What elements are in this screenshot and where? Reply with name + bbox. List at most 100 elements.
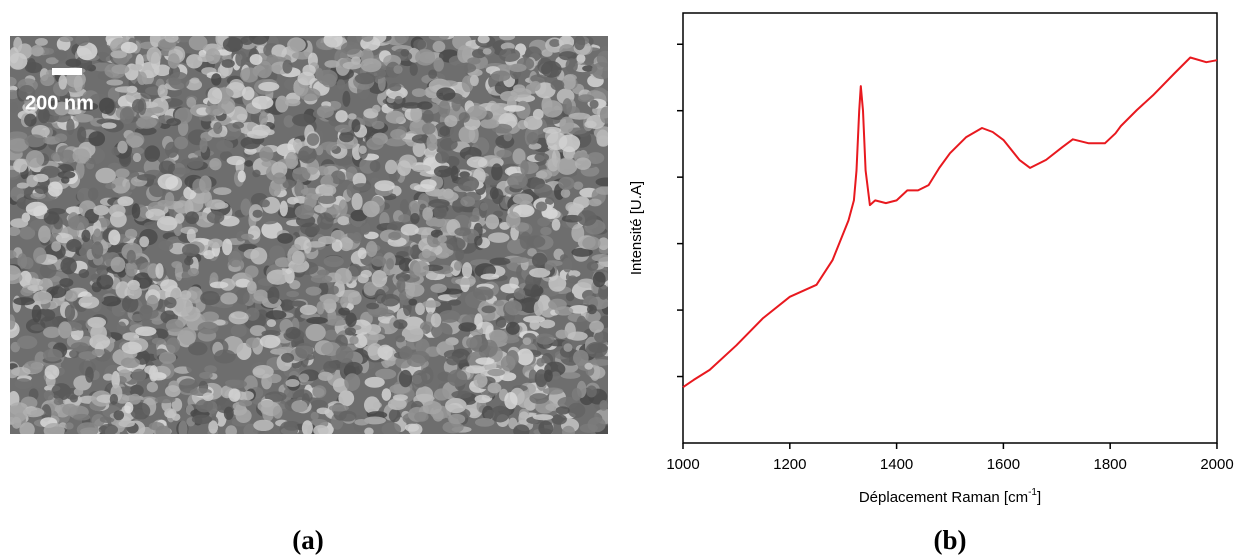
grain: [253, 289, 269, 302]
grain: [409, 63, 418, 76]
grain: [414, 411, 429, 422]
grain: [529, 393, 549, 404]
grain: [319, 293, 340, 304]
grain: [204, 365, 217, 374]
grain: [479, 118, 500, 129]
grain: [394, 36, 409, 44]
grain: [158, 351, 177, 364]
grain: [146, 106, 164, 114]
grain: [335, 345, 354, 363]
grain: [222, 238, 233, 256]
grain: [265, 310, 287, 320]
grain: [124, 261, 138, 277]
grain: [529, 267, 551, 278]
grain: [101, 122, 117, 129]
grain: [255, 60, 273, 79]
grain: [220, 292, 238, 305]
grain: [523, 115, 543, 130]
grain: [487, 232, 510, 243]
grain: [412, 164, 432, 173]
grain: [271, 161, 288, 178]
grain: [551, 218, 561, 231]
grain: [422, 109, 434, 124]
grain: [146, 381, 158, 393]
grain: [388, 408, 401, 423]
grain: [187, 267, 200, 277]
grain: [121, 295, 139, 313]
grain: [475, 357, 495, 365]
grain: [388, 82, 402, 92]
grain: [70, 342, 89, 352]
grain: [181, 306, 201, 322]
grain: [538, 420, 554, 434]
grain: [533, 300, 544, 317]
grain: [174, 213, 185, 224]
grain: [377, 344, 393, 360]
grain: [465, 365, 486, 374]
grain: [60, 257, 77, 275]
grain: [257, 400, 277, 413]
grain: [352, 232, 362, 244]
grain: [506, 211, 521, 228]
grain: [245, 337, 260, 349]
grain: [317, 269, 330, 277]
grain: [512, 148, 526, 165]
grain: [252, 169, 261, 178]
grain: [550, 79, 565, 91]
grain: [264, 391, 287, 402]
grain: [547, 158, 560, 172]
grain: [156, 215, 178, 232]
grain: [573, 181, 584, 190]
grain: [351, 192, 363, 211]
grain: [555, 329, 568, 339]
grain: [405, 283, 425, 297]
grain: [10, 314, 16, 330]
grain: [207, 87, 223, 105]
grain: [432, 40, 446, 53]
grain: [310, 411, 319, 421]
grain: [13, 297, 35, 306]
grain: [439, 126, 450, 137]
grain: [400, 49, 410, 57]
grain: [375, 368, 397, 380]
grain: [90, 324, 107, 342]
grain: [240, 36, 254, 45]
grain: [567, 331, 588, 341]
grain: [505, 321, 520, 335]
grain: [358, 145, 367, 154]
grain: [393, 319, 408, 330]
grain: [274, 257, 292, 268]
grain: [216, 139, 234, 152]
grain: [518, 411, 530, 426]
grain: [203, 250, 216, 260]
grain: [467, 57, 481, 65]
grain: [500, 355, 516, 372]
grain: [232, 121, 245, 129]
grain: [396, 277, 406, 293]
grain: [47, 181, 63, 197]
grain: [279, 420, 299, 434]
grain: [563, 343, 573, 352]
grain: [240, 136, 261, 150]
grain: [205, 48, 221, 65]
grain: [595, 177, 608, 187]
grain: [33, 247, 47, 264]
grain: [203, 191, 213, 208]
grain: [30, 192, 46, 200]
grain: [325, 318, 348, 326]
grain: [131, 99, 145, 113]
grain: [522, 337, 532, 345]
grain: [361, 36, 374, 42]
grain: [77, 126, 87, 143]
grain: [235, 278, 251, 288]
grain: [57, 170, 76, 179]
grain: [213, 349, 236, 364]
grain: [59, 149, 76, 164]
grain: [534, 183, 553, 198]
grain: [108, 229, 121, 246]
grain: [258, 112, 268, 126]
grain: [487, 368, 506, 377]
grain: [38, 225, 51, 244]
grain: [489, 186, 499, 200]
grain: [202, 392, 214, 402]
